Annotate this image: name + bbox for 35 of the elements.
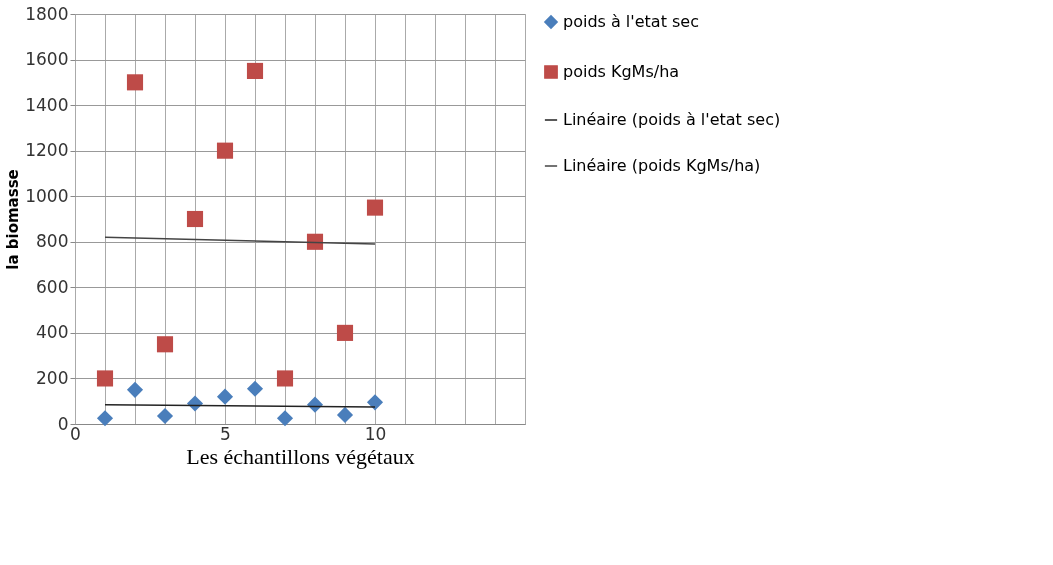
- y-tick-label: 1600: [25, 49, 69, 70]
- point: [276, 410, 294, 427]
- y-tick-label: 800: [36, 231, 69, 252]
- point: [276, 370, 294, 387]
- y-axis-title: la biomasse: [4, 169, 23, 270]
- legend-label: poids KgMs/ha: [563, 62, 680, 81]
- y-tick-label: 1800: [25, 3, 69, 24]
- point: [366, 394, 384, 411]
- x-tick-label: 5: [220, 423, 231, 444]
- point: [126, 74, 144, 91]
- y-tick-label: 200: [36, 367, 69, 388]
- point: [156, 407, 174, 425]
- legend-label: Linéaire (poids à l'etat sec): [563, 110, 781, 129]
- x-tick-label: 10: [364, 423, 387, 444]
- legend-label: poids à l'etat sec: [563, 12, 699, 31]
- y-tick-label: 1000: [25, 185, 69, 206]
- y-tick-label: 400: [36, 322, 69, 343]
- y-tick-label: 1400: [25, 94, 69, 115]
- point: [306, 233, 324, 250]
- point: [366, 199, 384, 216]
- point: [96, 370, 114, 387]
- point: [186, 210, 204, 228]
- point: [336, 324, 354, 341]
- point: [96, 410, 114, 427]
- x-axis-title: Les échantillons végétaux: [186, 443, 415, 469]
- y-tick-label: 600: [36, 276, 69, 297]
- point: [216, 388, 234, 405]
- point: [336, 406, 354, 423]
- point: [216, 142, 234, 159]
- y-tick-label: 1200: [25, 140, 69, 161]
- point: [246, 62, 264, 80]
- legend-label: Linéaire (poids KgMs/ha): [563, 156, 761, 175]
- point: [246, 380, 264, 397]
- point: [126, 381, 144, 398]
- point: [156, 336, 174, 353]
